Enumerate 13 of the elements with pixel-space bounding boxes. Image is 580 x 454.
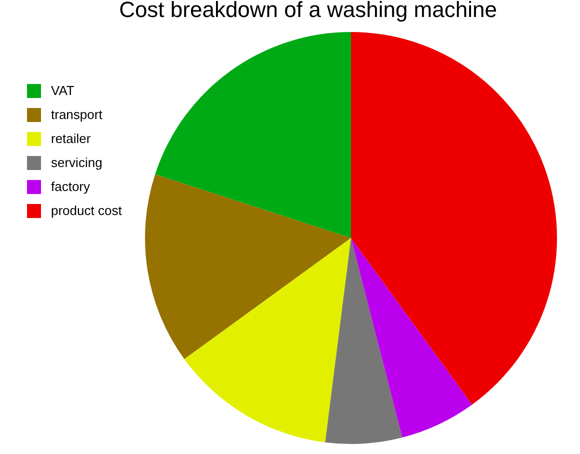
pie-slice bbox=[351, 32, 557, 405]
pie-slice bbox=[184, 238, 351, 442]
chart-title: Cost breakdown of a washing machine bbox=[119, 0, 497, 22]
legend-label: servicing bbox=[51, 155, 102, 170]
pie-slice bbox=[325, 238, 402, 444]
legend-label: transport bbox=[51, 107, 103, 122]
legend-label: retailer bbox=[51, 131, 92, 146]
legend-label: VAT bbox=[51, 83, 74, 98]
pie-slice bbox=[351, 238, 472, 438]
pie-slice bbox=[145, 174, 351, 360]
pie-slice bbox=[155, 32, 351, 238]
legend-label: factory bbox=[51, 179, 91, 194]
legend-label: product cost bbox=[51, 203, 122, 218]
